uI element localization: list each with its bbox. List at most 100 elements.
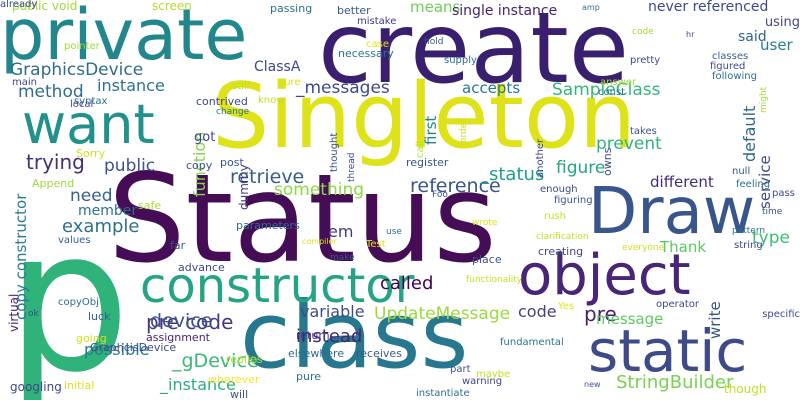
cloud-word: variable (300, 302, 365, 321)
cloud-word: pass (772, 188, 795, 199)
cloud-word: hr (686, 30, 695, 39)
cloud-word: SampleClass (552, 80, 661, 100)
cloud-word: feeling (736, 179, 771, 190)
cloud-word: screen (152, 0, 192, 13)
cloud-word: instantiate (416, 388, 470, 399)
cloud-word: mistake (357, 16, 397, 27)
cloud-word: type (752, 228, 790, 248)
cloud-word: public (104, 156, 156, 176)
cloud-word: said (738, 29, 767, 45)
cloud-word: user (760, 36, 793, 54)
cloud-word: dummy (237, 164, 251, 210)
cloud-word: first (422, 115, 440, 145)
cloud-word: string (734, 240, 763, 251)
cloud-word: Test (366, 239, 386, 250)
cloud-word: sure (279, 77, 301, 88)
cloud-word: called (380, 273, 434, 294)
cloud-word: enough (540, 184, 578, 195)
cloud-word: something (274, 180, 365, 200)
cloud-word: assignment (146, 331, 210, 344)
cloud-word: Draw (588, 175, 756, 249)
cloud-word: static (588, 317, 748, 385)
cloud-word: Thank (660, 238, 707, 256)
cloud-word: following (712, 71, 757, 82)
cloud-word: know (258, 95, 285, 106)
cloud-word: write (706, 301, 724, 339)
cloud-word: device (150, 310, 213, 332)
cloud-word: rush (544, 211, 566, 222)
cloud-word: figured (710, 61, 746, 72)
cloud-word: constructor (140, 258, 415, 314)
cloud-word: another (535, 138, 546, 178)
cloud-word: local (70, 99, 94, 110)
cloud-word: code (518, 302, 557, 321)
cloud-word: prevent (596, 134, 662, 154)
cloud-word: maybe (476, 369, 511, 380)
cloud-word: ClassA (254, 59, 301, 75)
cloud-word: will (230, 388, 249, 400)
cloud-word: going (76, 332, 107, 345)
cloud-word: use (386, 227, 402, 237)
cloud-word: method (18, 82, 84, 102)
cloud-word: answer (600, 77, 637, 88)
cloud-word: necessary (338, 47, 394, 60)
cloud-word: public void (12, 0, 78, 13)
cloud-word: means (410, 0, 461, 16)
cloud-word: specific (762, 309, 800, 320)
cloud-word: reference (410, 175, 501, 197)
cloud-word: takes (630, 126, 657, 137)
cloud-word: Singleton (212, 64, 637, 169)
cloud-word: class (240, 282, 469, 389)
cloud-word: new (584, 380, 601, 389)
cloud-word: object (518, 243, 691, 308)
cloud-word: luck (88, 310, 111, 323)
cloud-word: member (78, 203, 138, 219)
cloud-word: place (472, 253, 502, 266)
cloud-word: virtual (7, 293, 21, 332)
cloud-word: using (764, 15, 800, 30)
cloud-word: classes (712, 51, 749, 62)
cloud-word: wrote (472, 218, 498, 228)
cloud-word: creating (538, 245, 584, 258)
cloud-word: receives (356, 347, 402, 360)
cloud-word: main (12, 77, 37, 88)
cloud-word: never referenced (648, 0, 769, 15)
cloud-word: Sorry (76, 147, 106, 160)
cloud-word: copyObj (58, 297, 99, 308)
cloud-word: return (296, 329, 330, 342)
cloud-word: fundamental (500, 337, 564, 348)
cloud-word: initial (64, 379, 95, 392)
cloud-word: const (598, 87, 626, 98)
cloud-word: still (232, 81, 250, 92)
cloud-word: got (194, 130, 216, 145)
cloud-word: register (406, 156, 449, 169)
cloud-word: post (220, 156, 244, 169)
cloud-word: StringBuilder (616, 372, 734, 393)
cloud-word: contrived (196, 95, 248, 108)
cloud-word: message (596, 310, 664, 328)
cloud-word: figuring (554, 195, 593, 206)
cloud-word: Append (32, 177, 75, 190)
cloud-word: need (70, 186, 113, 206)
cloud-word: null (732, 166, 751, 177)
cloud-word: Yes (558, 301, 575, 312)
cloud-word: instead (296, 326, 363, 347)
cloud-word: want (22, 93, 155, 156)
cloud-word: pre code (146, 310, 234, 334)
cloud-word: Status (108, 148, 497, 290)
cloud-word: warning (462, 376, 503, 387)
cloud-word: clarification (536, 232, 589, 242)
cloud-word: pattern (732, 226, 766, 236)
cloud-word: compiler (302, 237, 337, 246)
cloud-word: GraphicsDevice (10, 60, 144, 80)
cloud-word: thought (329, 132, 340, 172)
cloud-word: replies (226, 353, 263, 366)
cloud-word: better (337, 4, 371, 17)
cloud-word: call (415, 140, 426, 158)
cloud-word: pointer (64, 41, 100, 52)
cloud-word: operator (656, 299, 700, 310)
cloud-word: pre (584, 302, 617, 326)
cloud-word: safe (138, 199, 162, 212)
cloud-word: far (170, 239, 186, 252)
